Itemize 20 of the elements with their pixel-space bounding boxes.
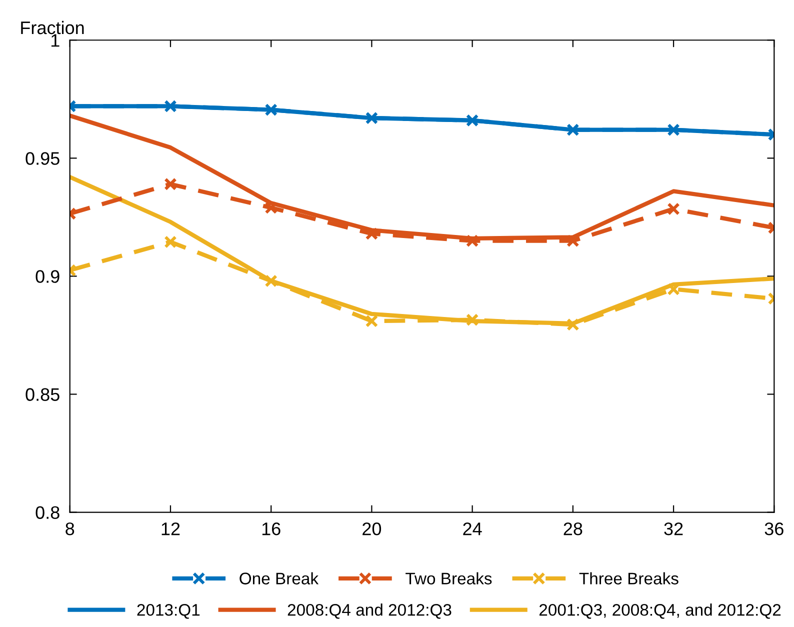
y-tick-label: 1 xyxy=(51,34,60,47)
legend-label: Two Breaks xyxy=(406,572,492,584)
x-tick-label: 32 xyxy=(664,522,683,536)
x-tick-label: 20 xyxy=(362,522,382,536)
x-tick-label: 16 xyxy=(262,522,280,536)
x-tick-label: 12 xyxy=(162,522,180,536)
legend-label: Three Breaks xyxy=(579,572,678,584)
x-tick-label: 8 xyxy=(66,522,74,536)
y-tick-label: 0.95 xyxy=(26,152,60,165)
y-tick-label: 0.85 xyxy=(26,388,60,401)
legend-label: One Break xyxy=(240,572,319,584)
x-tick-label: 36 xyxy=(764,522,784,536)
y-axis-title: Fraction xyxy=(21,20,84,34)
x-tick-label: 24 xyxy=(463,522,482,536)
x-tick-label: 28 xyxy=(564,522,582,536)
legend-label: 2013:Q1 xyxy=(137,604,200,619)
legend-label: 2001:Q3, 2008:Q4, and 2012:Q2 xyxy=(539,604,781,619)
legend-label: 2008:Q4 and 2012:Q3 xyxy=(288,604,452,619)
y-tick-label: 0.9 xyxy=(36,270,60,283)
y-tick-label: 0.8 xyxy=(36,506,60,519)
